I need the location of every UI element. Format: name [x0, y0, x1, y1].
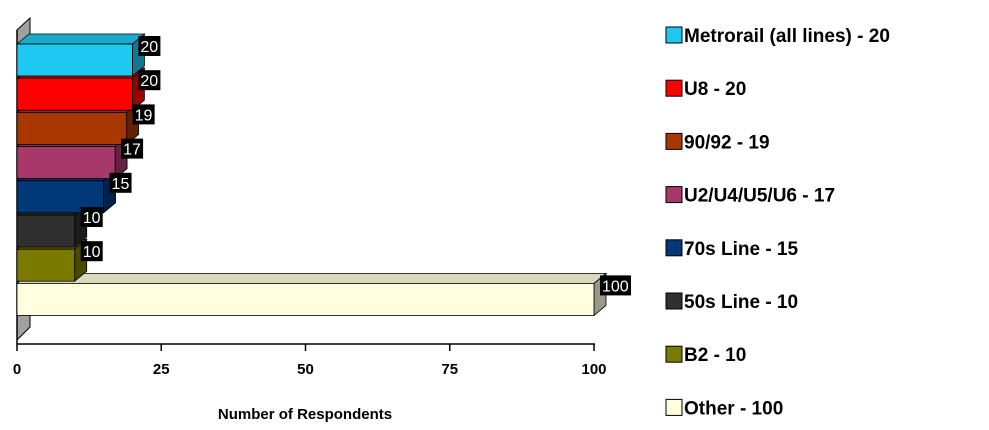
legend-item-8: Other - 100 — [665, 398, 783, 419]
data-label-text: 10 — [83, 244, 101, 261]
data-labels: 20 20 19 17 15 10 10 100 — [80, 36, 631, 296]
bar-top-face — [15, 272, 608, 284]
data-label-6: 10 — [80, 207, 103, 227]
bars — [15, 33, 608, 317]
data-label-1: 20 — [138, 36, 161, 56]
data-label-box — [138, 70, 161, 91]
data-label-text: 19 — [135, 107, 153, 124]
legend-item-4: U2/U4/U5/U6 - 17 — [665, 186, 835, 207]
data-label-text: 10 — [83, 210, 101, 227]
data-label-2: 20 — [138, 70, 161, 91]
bar-front-face — [16, 43, 133, 77]
data-label-5: 15 — [109, 172, 132, 193]
bar-front-face — [16, 146, 116, 180]
legend-item-5: 70s Line - 15 — [665, 239, 798, 260]
legend-label: U2/U4/U5/U6 - 17 — [684, 186, 835, 207]
data-label-3: 19 — [132, 104, 155, 125]
x-axis-ticks: 0 25 50 75 100 — [13, 344, 607, 378]
bar-front-face — [16, 214, 76, 248]
bar-1 — [15, 33, 146, 77]
data-label-box — [80, 207, 103, 227]
x-tick-label: 100 — [581, 361, 606, 378]
legend-item-3: 90/92 - 19 — [665, 132, 770, 153]
x-axis-title: Number of Respondents — [218, 406, 392, 423]
legend-label: B2 - 10 — [684, 345, 746, 366]
data-label-7: 10 — [80, 241, 103, 262]
x-tick-label: 0 — [13, 361, 21, 378]
legend-swatch — [665, 132, 683, 150]
data-label-box — [80, 241, 103, 262]
legend: Metrorail (all lines) - 20 U8 - 20 90/92 -… — [665, 26, 890, 419]
bar-front-face — [16, 282, 595, 316]
bar-top-face — [15, 33, 146, 45]
x-tick-label: 75 — [441, 361, 458, 378]
data-label-text: 100 — [602, 278, 629, 295]
x-tick-label: 50 — [297, 361, 314, 378]
data-label-box — [121, 138, 144, 159]
data-label-text: 15 — [112, 176, 130, 193]
bar-8 — [15, 272, 608, 317]
legend-swatch — [665, 26, 683, 44]
legend-label: Other - 100 — [684, 398, 783, 419]
data-label-box — [138, 36, 161, 56]
data-label-text: 20 — [140, 73, 158, 90]
legend-swatch — [665, 292, 683, 310]
legend-swatch — [665, 186, 683, 204]
legend-label: 50s Line - 10 — [684, 292, 798, 313]
data-label-4: 17 — [121, 138, 144, 159]
legend-swatch — [665, 239, 683, 257]
legend-swatch — [665, 398, 683, 416]
data-label-box — [109, 172, 132, 193]
data-label-text: 20 — [140, 39, 158, 56]
legend-item-7: B2 - 10 — [665, 345, 746, 366]
legend-item-2: U8 - 20 — [665, 79, 746, 100]
data-label-8: 100 — [600, 275, 631, 296]
legend-item-6: 50s Line - 10 — [665, 292, 798, 313]
data-label-box — [600, 275, 631, 296]
bar-front-face — [16, 248, 76, 282]
data-label-text: 17 — [123, 142, 141, 159]
legend-label: 90/92 - 19 — [684, 132, 770, 153]
legend-swatch — [665, 79, 683, 97]
legend-label: U8 - 20 — [684, 79, 746, 100]
legend-swatch — [665, 345, 683, 363]
bar-front-face — [16, 77, 133, 111]
legend-label: 70s Line - 15 — [684, 239, 798, 260]
legend-label: Metrorail (all lines) - 20 — [684, 26, 890, 47]
legend-item-1: Metrorail (all lines) - 20 — [665, 26, 890, 47]
data-label-box — [132, 104, 155, 125]
x-tick-label: 25 — [153, 361, 170, 378]
bar-front-face — [16, 112, 128, 145]
